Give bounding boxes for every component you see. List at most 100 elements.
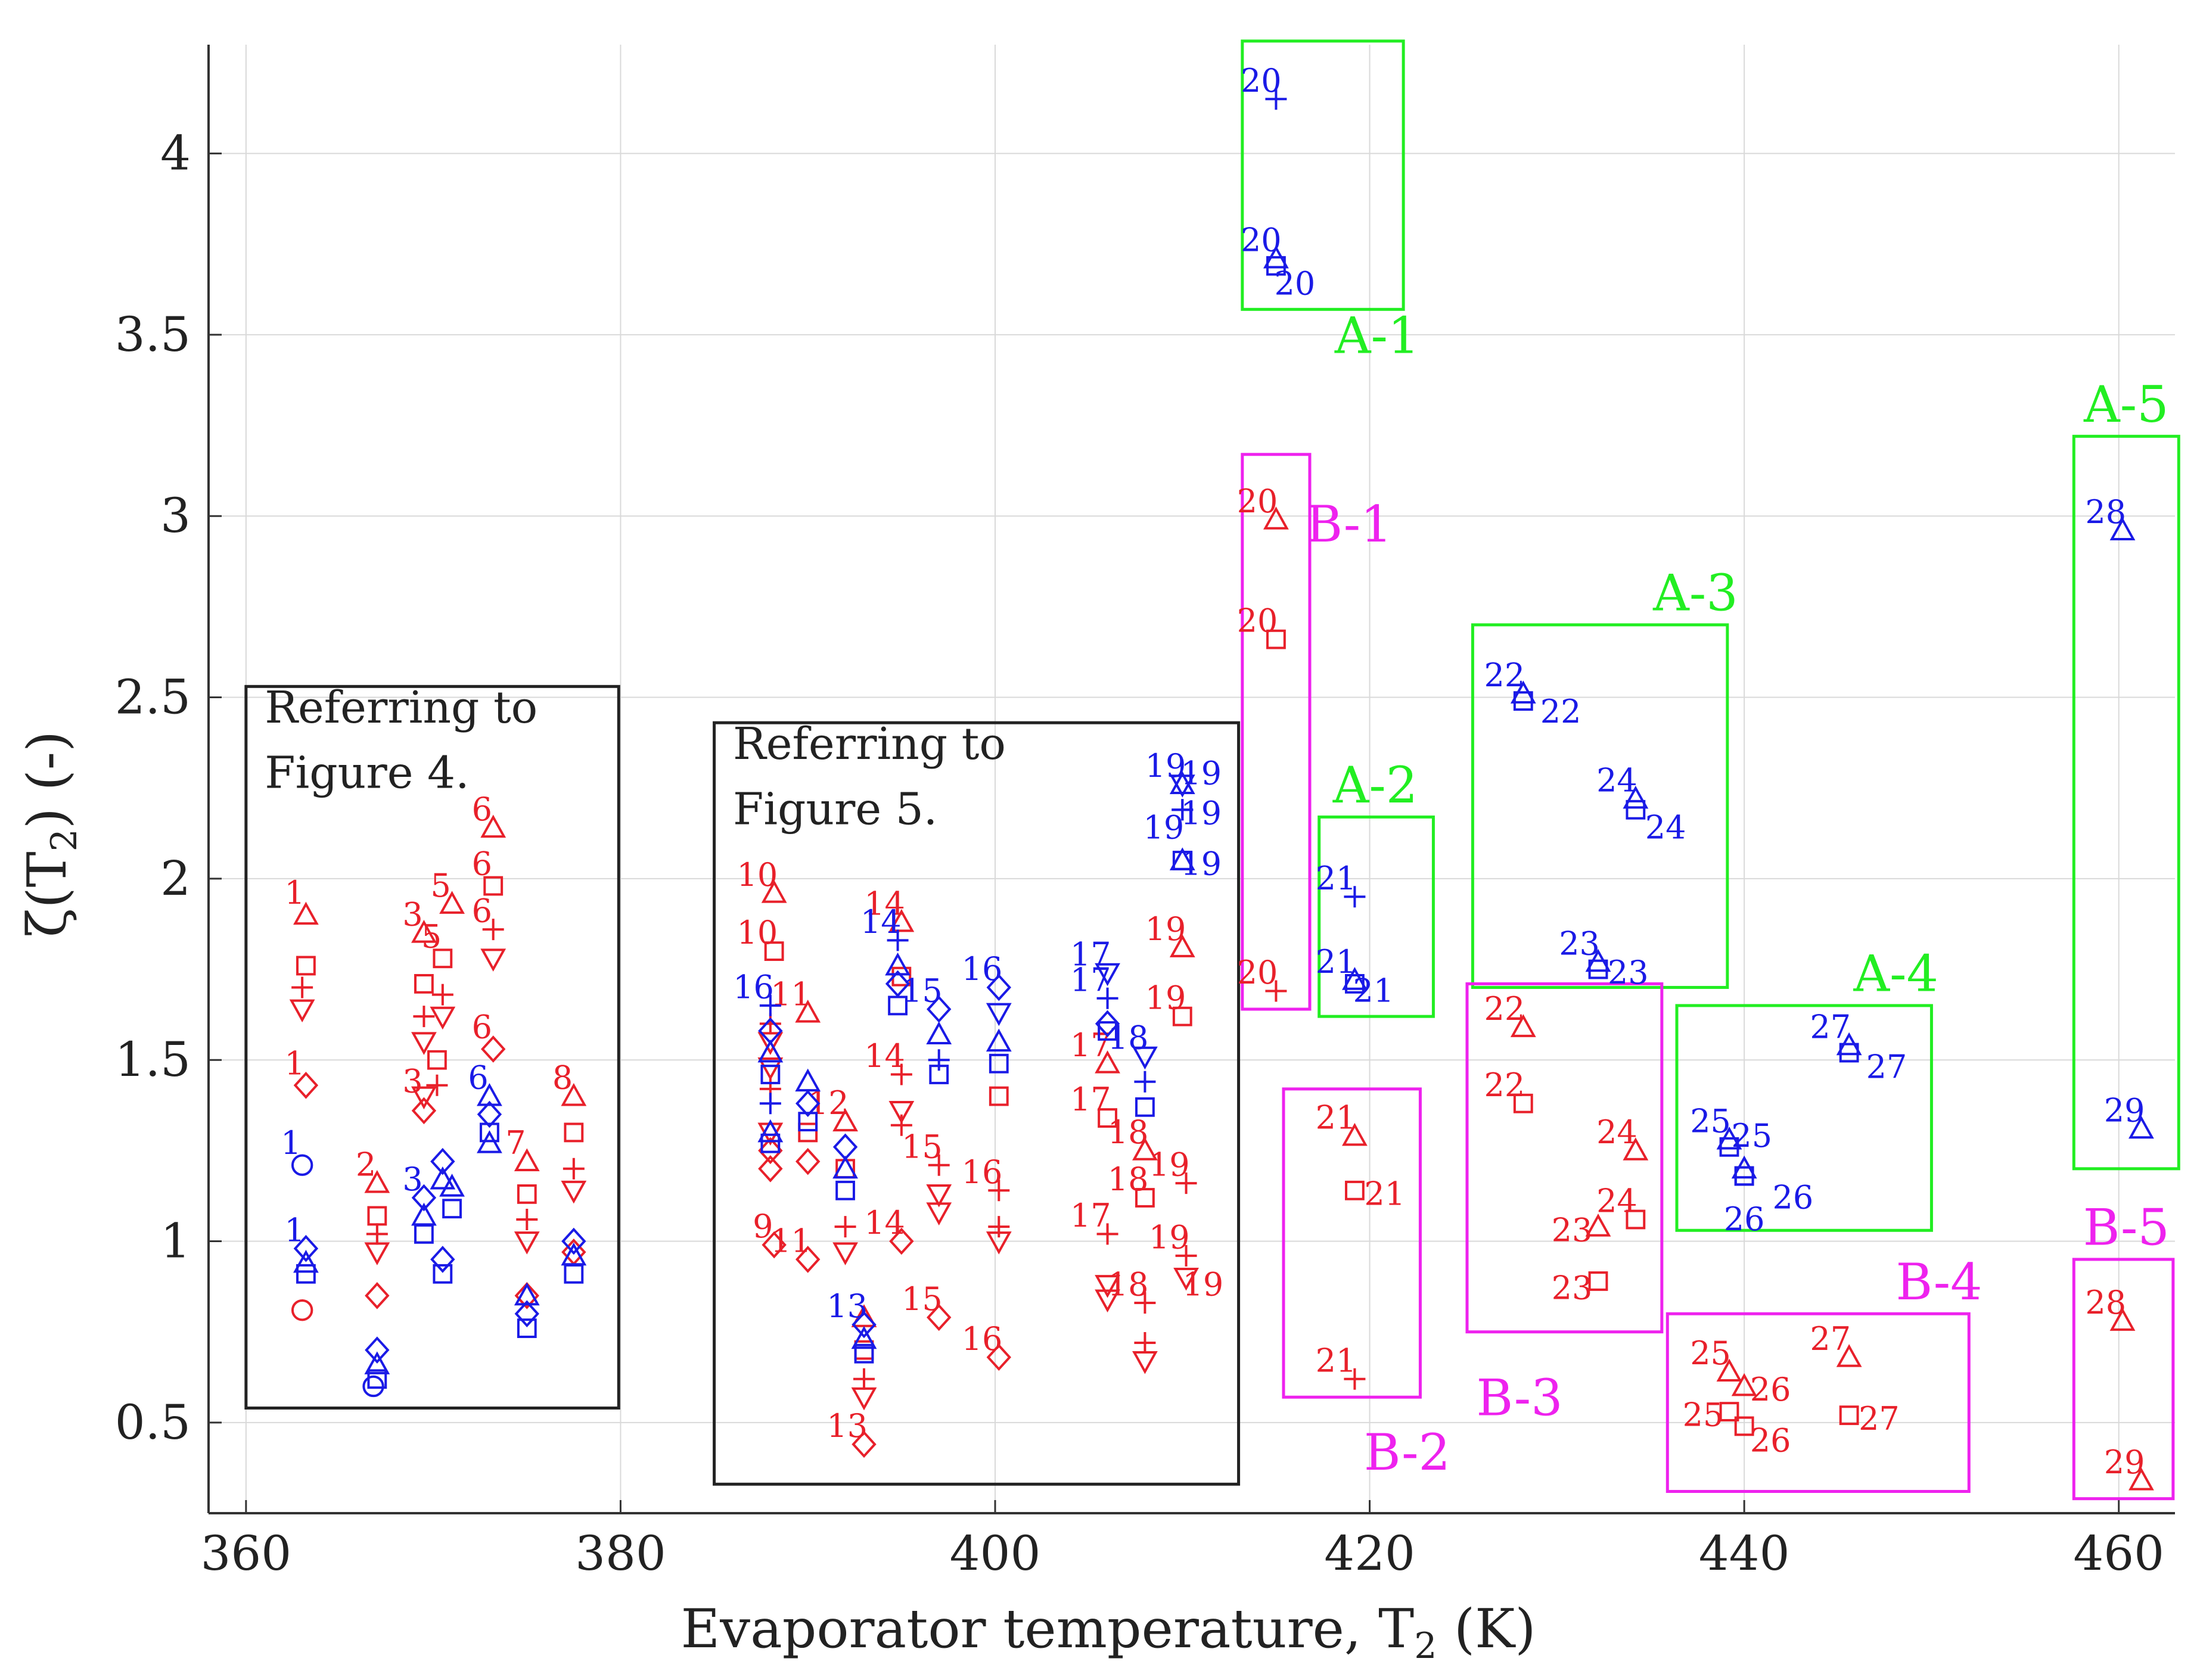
blue-data-label: 22 <box>1540 693 1581 730</box>
red-data-label: 19 <box>1149 1218 1190 1256</box>
blue-data-label: 16 <box>962 950 1003 988</box>
red-point <box>411 920 437 943</box>
region-label-A-1: A-1 <box>1334 306 1420 365</box>
red-point <box>366 1223 388 1245</box>
red-point <box>430 1006 456 1030</box>
blue-data-label: 19 <box>1143 809 1184 847</box>
red-data-label: 26 <box>1750 1421 1791 1459</box>
y-axis-label-sub: 2 <box>43 829 85 851</box>
blue-point <box>796 1090 821 1118</box>
blue-point <box>2128 1115 2154 1139</box>
blue-data-label: 23 <box>1559 925 1600 962</box>
blue-point <box>1342 967 1368 990</box>
blue-point <box>433 1264 453 1284</box>
red-point <box>761 880 787 903</box>
red-point <box>1134 1331 1156 1354</box>
blue-data-label: 26 <box>1724 1200 1765 1238</box>
blue-data-label: 17 <box>1070 936 1111 973</box>
red-point <box>926 1202 952 1225</box>
red-point <box>1135 1188 1155 1208</box>
red-point <box>293 1072 319 1099</box>
y-tick-label: 1 <box>160 1214 191 1269</box>
blue-data-label: 15 <box>902 972 943 1010</box>
blue-data-label: 17 <box>1070 961 1111 998</box>
blue-point <box>293 1249 319 1273</box>
red-point <box>1096 1223 1118 1245</box>
blue-data-label: 1 <box>284 1211 304 1249</box>
red-data-label: 7 <box>505 1124 526 1162</box>
red-data-label: 17 <box>1070 1197 1111 1234</box>
blue-data-label: 18 <box>1108 1019 1149 1057</box>
red-point <box>364 1242 390 1265</box>
blue-point <box>929 1065 949 1084</box>
red-data-label: 6 <box>472 892 492 930</box>
blue-point <box>759 994 781 1016</box>
region-box-Figure-5 <box>713 721 1241 1486</box>
red-point <box>798 1122 818 1143</box>
blue-point <box>364 1351 390 1374</box>
annotations: Referring to Figure 4. Referring to Figu… <box>265 682 1006 835</box>
red-point <box>426 1074 448 1096</box>
red-point <box>483 876 504 896</box>
blue-point <box>362 1375 384 1398</box>
blue-point <box>832 1155 858 1179</box>
blue-point <box>1266 256 1286 276</box>
red-data-label: 23 <box>1552 1211 1593 1249</box>
blue-point <box>1132 1046 1158 1070</box>
red-data-label: 16 <box>962 1320 1003 1358</box>
blue-point <box>430 1166 456 1190</box>
blue-data-label: 3 <box>402 1161 422 1198</box>
red-point <box>1510 1014 1536 1037</box>
region-box-B-2 <box>1282 1087 1422 1399</box>
red-data-label: 27 <box>1859 1400 1900 1438</box>
red-point <box>758 1155 783 1183</box>
blue-point <box>561 1227 586 1255</box>
red-point <box>1344 1368 1366 1390</box>
blue-data-label: 26 <box>1772 1178 1813 1216</box>
blue-point <box>1169 771 1195 795</box>
red-data-label: 13 <box>826 1407 868 1445</box>
red-point <box>758 1137 783 1165</box>
blue-point <box>1095 1010 1120 1038</box>
blue-point <box>852 1311 877 1339</box>
red-point <box>289 999 315 1023</box>
red-point <box>851 1387 877 1411</box>
blue-data-label: 20 <box>1241 62 1282 99</box>
blue-data-label: 23 <box>1608 954 1649 991</box>
red-point <box>1173 1267 1199 1291</box>
blue-point <box>928 1049 950 1071</box>
blue-point <box>296 1264 316 1284</box>
red-point <box>1734 1416 1754 1436</box>
x-tick-label: 380 <box>575 1526 666 1581</box>
blue-point <box>430 1147 455 1175</box>
blue-point <box>442 1199 462 1219</box>
red-point <box>296 956 316 976</box>
red-point <box>517 1184 537 1204</box>
red-point <box>889 1227 914 1255</box>
red-point <box>1175 1172 1197 1194</box>
red-data-label: 27 <box>1810 1320 1851 1358</box>
red-data-label: 14 <box>864 885 905 922</box>
red-point <box>851 1304 877 1327</box>
red-point <box>853 1368 875 1390</box>
blue-point <box>885 952 911 976</box>
blue-data-label: 6 <box>468 1059 488 1097</box>
blue-data-label: 21 <box>1316 860 1357 897</box>
region-box-B-5 <box>2072 1258 2175 1501</box>
red-point <box>293 901 319 925</box>
red-data-label: 20 <box>1237 602 1278 640</box>
red-point <box>1098 1108 1117 1128</box>
red-point <box>1169 934 1195 957</box>
blue-point <box>477 1100 502 1128</box>
blue-point <box>798 1112 818 1132</box>
x-tick-label: 400 <box>950 1526 1041 1581</box>
blue-point <box>439 1174 465 1197</box>
blue-point <box>1098 1021 1117 1041</box>
fig4-annotation-line2: Figure 4. <box>265 748 469 799</box>
blue-data-label: 25 <box>1690 1103 1731 1140</box>
blue-data-label: 27 <box>1810 1008 1851 1046</box>
blue-point <box>1839 1043 1859 1063</box>
red-point <box>411 1086 437 1110</box>
red-point <box>2128 1467 2154 1491</box>
